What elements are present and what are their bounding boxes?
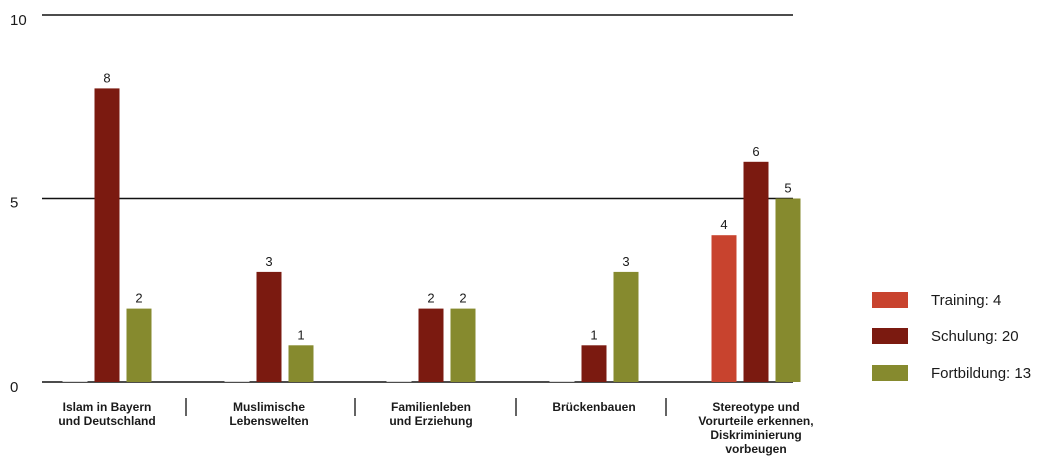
bar-schulung-4: [743, 161, 769, 382]
data-label-schulung-0: 8: [103, 70, 110, 85]
bar-fortbildung-1: [288, 345, 314, 382]
category-label-4-line-0: Stereotype und: [712, 400, 799, 414]
y-tick-label-10: 10: [10, 12, 27, 29]
data-label-schulung-4: 6: [752, 144, 759, 159]
bar-fortbildung-2: [450, 308, 476, 382]
bar-training-1: [224, 381, 250, 382]
data-label-schulung-3: 1: [590, 327, 597, 342]
legend-swatch-0: [872, 292, 908, 308]
category-label-0-line-1: und Deutschland: [58, 414, 155, 428]
legend-label-2: Fortbildung: 13: [931, 365, 1031, 382]
data-label-fortbildung-0: 2: [135, 291, 142, 306]
bar-fortbildung-4: [775, 198, 801, 382]
legend-label-0: Training: 4: [931, 292, 1001, 309]
category-label-4-line-1: Vorurteile erkennen,: [698, 414, 813, 428]
bar-schulung-2: [418, 308, 444, 382]
category-label-4-line-3: vorbeugen: [725, 442, 786, 456]
data-label-fortbildung-4: 5: [784, 181, 791, 196]
category-label-0-line-0: Islam in Bayern: [63, 400, 152, 414]
data-label-fortbildung-3: 3: [622, 254, 629, 269]
y-tick-label-0: 0: [10, 379, 18, 396]
category-label-3-line-0: Brückenbauen: [552, 400, 635, 414]
data-label-schulung-1: 3: [265, 254, 272, 269]
legend-label-1: Schulung: 20: [931, 328, 1019, 345]
bar-training-2: [386, 381, 412, 382]
bar-training-4: [711, 235, 737, 382]
y-tick-label-5: 5: [10, 195, 18, 212]
bar-schulung-0: [94, 88, 120, 383]
category-label-4-line-2: Diskriminierung: [710, 428, 801, 442]
bar-training-3: [549, 381, 575, 382]
bar-schulung-1: [256, 271, 282, 382]
category-label-2-line-1: und Erziehung: [389, 414, 472, 428]
data-label-schulung-2: 2: [427, 291, 434, 306]
category-label-1-line-1: Lebenswelten: [229, 414, 308, 428]
bar-fortbildung-3: [613, 271, 639, 382]
bar-schulung-3: [581, 345, 607, 382]
category-label-1-line-0: Muslimische: [233, 400, 305, 414]
legend-swatch-2: [872, 365, 908, 381]
bar-fortbildung-0: [126, 308, 152, 382]
data-label-training-4: 4: [720, 217, 727, 232]
bar-training-0: [62, 381, 88, 382]
data-label-fortbildung-1: 1: [297, 327, 304, 342]
legend-swatch-1: [872, 328, 908, 344]
data-label-fortbildung-2: 2: [459, 291, 466, 306]
category-label-2-line-0: Familienleben: [391, 400, 471, 414]
